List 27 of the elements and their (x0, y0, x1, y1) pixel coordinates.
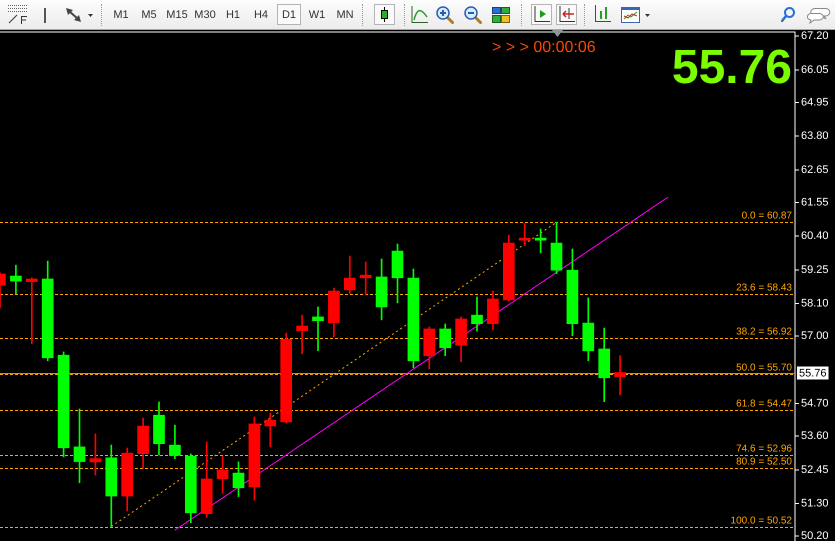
toolbar: M1 M5 M15 M30 H1 H4 D1 W1 MN (0, 0, 835, 30)
y-tick-label: 60.40 (801, 230, 829, 242)
ref-line-label: 80.9 = 52.50 (736, 456, 792, 468)
ref-line-label: 74.6 = 52.96 (736, 444, 792, 454)
y-tick-label: 67.20 (801, 30, 829, 42)
y-tick-label: 66.05 (801, 64, 829, 76)
ref-line-label: 100.0 = 50.52 (730, 516, 792, 526)
ref-line-label: 55.76 (799, 368, 827, 380)
y-tick-label: 54.70 (801, 398, 829, 410)
y-tick-label: 58.10 (801, 298, 829, 310)
y-tick-label: 63.80 (801, 130, 829, 142)
annotation: > > > 00:00:06 (492, 39, 596, 56)
y-tick-label: 64.95 (801, 96, 829, 108)
ref-line-label: 38.2 = 56.92 (736, 326, 792, 338)
annotation: 55.76 (672, 41, 792, 94)
ref-line-label: 61.8 = 54.47 (736, 398, 792, 410)
y-tick-label: 57.00 (801, 330, 829, 342)
ref-line-label: 0.0 = 60.87 (742, 210, 792, 222)
y-tick-label: 51.30 (801, 498, 829, 510)
y-tick-label: 59.25 (801, 264, 829, 276)
ref-line-label: 50.0 = 55.70 (736, 362, 792, 374)
y-tick-label: 52.45 (801, 464, 829, 476)
y-tick-label: 53.60 (801, 430, 829, 442)
y-tick-label: 62.65 (801, 164, 829, 176)
y-tick-label: 50.20 (801, 530, 829, 541)
y-tick-label: 61.55 (801, 196, 829, 208)
ref-line-label: 23.6 = 58.43 (736, 282, 792, 294)
